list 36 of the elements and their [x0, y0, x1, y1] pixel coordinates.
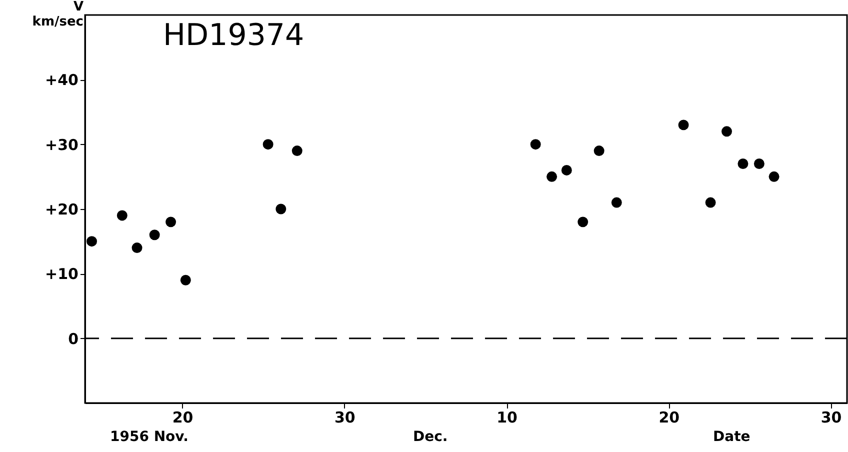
chart-title: HD19374 — [163, 18, 304, 53]
x-tick-label: 20 — [658, 408, 680, 426]
point — [594, 146, 604, 156]
point — [705, 197, 716, 208]
point — [754, 158, 764, 169]
y-tick-label: +30 — [45, 136, 78, 154]
point — [738, 158, 748, 169]
point — [678, 120, 689, 130]
y-axis-title: V km/sec — [32, 0, 84, 30]
y-tick-label: +20 — [45, 200, 78, 218]
point — [149, 230, 160, 240]
point — [561, 164, 572, 176]
point — [132, 242, 142, 254]
point — [116, 210, 128, 221]
point — [86, 236, 97, 247]
text: Date — [713, 429, 750, 445]
point — [292, 146, 302, 156]
point — [166, 216, 176, 228]
x-tick-label: 10 — [496, 408, 518, 426]
point — [276, 204, 286, 214]
x-tick-label: 30 — [820, 408, 842, 426]
text: Dec. — [413, 429, 448, 445]
point — [180, 274, 191, 286]
x-tick-label: 30 — [334, 408, 356, 426]
point — [546, 171, 558, 182]
x-tick-label: 20 — [172, 408, 194, 426]
point — [722, 126, 732, 137]
y-tick-label: 0 — [68, 330, 78, 348]
point — [262, 139, 274, 150]
point — [768, 171, 780, 182]
point — [530, 139, 541, 150]
y-tick-label: +40 — [45, 71, 78, 90]
point — [611, 197, 622, 208]
point — [578, 216, 588, 228]
y-tick-label: +10 — [45, 265, 78, 284]
text: 1956 Nov. — [110, 429, 188, 445]
